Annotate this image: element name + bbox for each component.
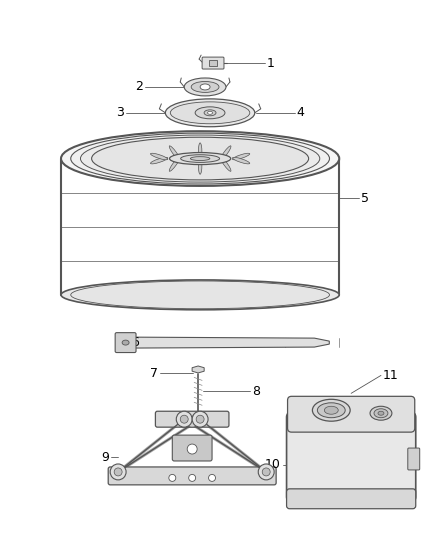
Ellipse shape (81, 135, 320, 182)
Text: 10: 10 (265, 458, 281, 472)
Ellipse shape (374, 409, 388, 418)
Ellipse shape (151, 154, 168, 160)
Ellipse shape (61, 131, 339, 186)
Ellipse shape (71, 133, 329, 184)
Circle shape (169, 474, 176, 481)
Ellipse shape (200, 84, 210, 90)
Ellipse shape (165, 99, 255, 127)
Text: 11: 11 (383, 369, 399, 382)
Ellipse shape (170, 152, 231, 165)
Ellipse shape (204, 110, 216, 116)
Ellipse shape (191, 82, 219, 92)
FancyBboxPatch shape (108, 467, 276, 485)
Ellipse shape (220, 157, 231, 171)
Circle shape (110, 464, 126, 480)
Ellipse shape (71, 281, 329, 309)
Ellipse shape (184, 78, 226, 96)
Ellipse shape (233, 157, 250, 164)
Polygon shape (131, 337, 329, 348)
Circle shape (192, 411, 208, 427)
Text: 2: 2 (136, 80, 144, 93)
Circle shape (189, 474, 196, 481)
FancyBboxPatch shape (408, 448, 420, 470)
Circle shape (180, 415, 188, 423)
Ellipse shape (61, 280, 339, 310)
FancyBboxPatch shape (286, 489, 416, 508)
Ellipse shape (318, 403, 345, 418)
Ellipse shape (198, 156, 202, 174)
Circle shape (262, 468, 270, 476)
Text: 1: 1 (267, 56, 275, 70)
Circle shape (258, 464, 274, 480)
Text: 7: 7 (150, 367, 159, 380)
Circle shape (196, 415, 204, 423)
Ellipse shape (378, 411, 384, 415)
Circle shape (208, 474, 215, 481)
Circle shape (114, 468, 122, 476)
FancyBboxPatch shape (155, 411, 229, 427)
Ellipse shape (198, 143, 202, 161)
Circle shape (187, 444, 197, 454)
Ellipse shape (220, 146, 231, 160)
Ellipse shape (189, 415, 207, 423)
Ellipse shape (370, 406, 392, 420)
Ellipse shape (195, 107, 225, 119)
Ellipse shape (92, 137, 309, 180)
Ellipse shape (122, 340, 129, 345)
Ellipse shape (180, 155, 219, 163)
Ellipse shape (191, 157, 210, 160)
FancyBboxPatch shape (288, 397, 415, 432)
Ellipse shape (185, 419, 199, 427)
FancyBboxPatch shape (172, 435, 212, 461)
Ellipse shape (170, 102, 250, 124)
FancyBboxPatch shape (286, 412, 416, 502)
Ellipse shape (169, 146, 180, 160)
Text: 6: 6 (131, 336, 138, 349)
FancyBboxPatch shape (202, 57, 224, 69)
Bar (209, 60, 217, 66)
Ellipse shape (194, 417, 202, 421)
Circle shape (176, 411, 192, 427)
Text: 3: 3 (116, 106, 124, 119)
Polygon shape (192, 366, 204, 373)
Ellipse shape (208, 111, 212, 114)
FancyBboxPatch shape (115, 333, 136, 352)
Text: 9: 9 (101, 450, 109, 464)
Ellipse shape (169, 157, 180, 171)
Text: 5: 5 (361, 192, 369, 205)
Ellipse shape (312, 399, 350, 421)
Text: 4: 4 (297, 106, 304, 119)
Ellipse shape (151, 157, 168, 164)
Ellipse shape (233, 154, 250, 160)
Ellipse shape (324, 406, 338, 414)
Text: 8: 8 (252, 385, 260, 398)
